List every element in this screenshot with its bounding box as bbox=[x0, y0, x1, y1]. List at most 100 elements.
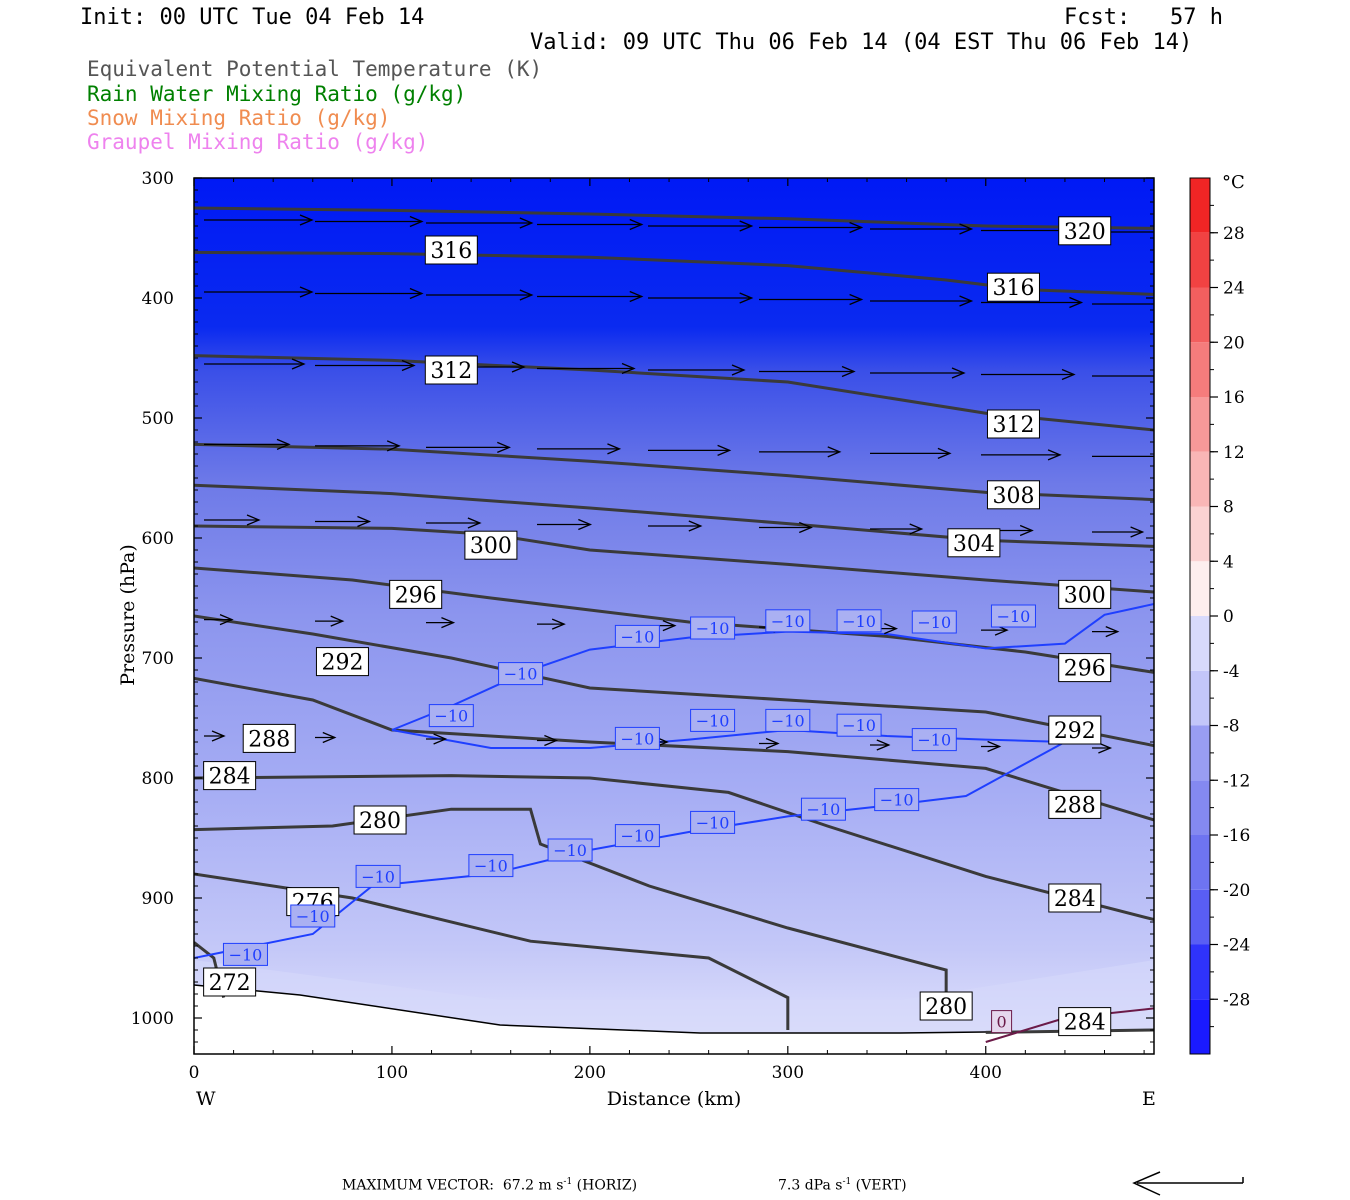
isotherm-label-text: −10 bbox=[620, 729, 654, 748]
theta-e-label-text: 284 bbox=[1064, 1011, 1106, 1036]
y-tick-label: 600 bbox=[142, 529, 174, 549]
wind-vector bbox=[981, 449, 1062, 461]
wind-vector-head bbox=[688, 520, 703, 532]
isotherm-label-text: −10 bbox=[620, 827, 654, 846]
theta-e-label-box bbox=[1058, 579, 1112, 609]
theta-e-label-box bbox=[986, 480, 1040, 510]
y-tick-label: 800 bbox=[142, 769, 174, 789]
theta-e-contour-284 bbox=[194, 774, 1154, 922]
isotherm-label-text: −10 bbox=[842, 612, 876, 631]
isotherm-label: −10 bbox=[690, 616, 736, 640]
wind-vector bbox=[204, 514, 261, 526]
wind-vector-head bbox=[959, 295, 974, 307]
wind-vector bbox=[204, 613, 234, 626]
colorbar-band bbox=[1190, 178, 1210, 233]
wind-vector bbox=[648, 220, 754, 232]
isotherm-label: −10 bbox=[800, 797, 846, 821]
wind-vector bbox=[537, 362, 636, 375]
wind-vector bbox=[648, 292, 754, 304]
wind-vector-head bbox=[441, 616, 456, 629]
isotherm-zero-label-box bbox=[991, 1010, 1013, 1034]
wind-vector bbox=[537, 218, 644, 231]
wind-vector bbox=[315, 440, 401, 452]
wind-vector-head bbox=[662, 619, 677, 632]
terrain bbox=[194, 985, 1154, 1054]
wind-vector bbox=[981, 740, 1002, 753]
valid-time: Valid: 09 UTC Thu 06 Feb 14 (04 EST Thu … bbox=[530, 30, 1193, 55]
y-axis-label: Pressure (hPa) bbox=[117, 544, 139, 686]
y-tick-label: 1000 bbox=[131, 1009, 174, 1029]
x-tick-label: 300 bbox=[772, 1063, 804, 1083]
legend-rain: Rain Water Mixing Ratio (g/kg) bbox=[87, 82, 467, 106]
theta-e-label-box bbox=[1048, 883, 1102, 913]
theta-e-label-box bbox=[464, 530, 518, 560]
wind-vector bbox=[870, 739, 891, 751]
colorbar-tick-label: -28 bbox=[1223, 990, 1250, 1010]
wind-vector-head bbox=[291, 358, 306, 370]
wind-vector-head bbox=[884, 622, 899, 635]
wind-vector bbox=[426, 733, 448, 745]
theta-e-label-box bbox=[1048, 789, 1102, 819]
colorbar-tick-label: 0 bbox=[1223, 607, 1234, 627]
colorbar-band bbox=[1190, 397, 1210, 452]
wind-vector bbox=[537, 618, 566, 630]
isotherm-label-text: −10 bbox=[696, 619, 730, 638]
wind-vector bbox=[315, 359, 416, 372]
theta-e-label-box bbox=[1058, 1007, 1112, 1037]
isotherm-label-box bbox=[355, 864, 401, 888]
colorbar-tick-label: 16 bbox=[1223, 388, 1245, 408]
wind-vector-head bbox=[1158, 451, 1170, 461]
theta-e-label-text: 272 bbox=[209, 971, 251, 996]
direction-east: E bbox=[1142, 1088, 1156, 1110]
isotherm-label-text: −10 bbox=[771, 711, 805, 730]
isotherm-label-box bbox=[614, 726, 660, 750]
isotherm-label: −10 bbox=[836, 609, 882, 633]
wind-vector-head bbox=[739, 292, 754, 304]
colorbar-band bbox=[1190, 342, 1210, 397]
isotherm-label-text: −10 bbox=[771, 612, 805, 631]
terrain-outline bbox=[194, 984, 1154, 1034]
wind-vector bbox=[204, 214, 314, 226]
wind-vector bbox=[1092, 742, 1113, 754]
plot-area bbox=[194, 178, 1170, 1054]
max-vector-horiz: MAXIMUM VECTOR: 67.2 m s-1 (HORIZ) bbox=[342, 1177, 638, 1194]
isotherm-label: −10 bbox=[765, 609, 811, 633]
wind-vector bbox=[981, 368, 1076, 381]
isotherm-label: −10 bbox=[911, 728, 957, 752]
colorbar-band bbox=[1190, 616, 1210, 671]
wind-vector bbox=[537, 443, 622, 455]
max-vector-vert: 7.3 dPa s-1 (VERT) bbox=[778, 1177, 907, 1194]
theta-e-label-box bbox=[242, 723, 296, 753]
theta-e-label-box bbox=[947, 528, 1001, 558]
isotherm-label: −10 bbox=[547, 838, 593, 862]
theta-e-label-text: 296 bbox=[1064, 657, 1106, 682]
x-axis-label: Distance (km) bbox=[607, 1088, 742, 1110]
theta-e-label: 296 bbox=[1058, 653, 1112, 683]
theta-e-label-text: 300 bbox=[470, 534, 512, 559]
wind-vector-head bbox=[731, 364, 746, 376]
wind-vector-head bbox=[1069, 296, 1084, 309]
wind-vector-head bbox=[849, 221, 864, 234]
y-tick-label: 500 bbox=[142, 409, 174, 429]
theta-e-label: 320 bbox=[1058, 216, 1112, 246]
theta-e-label-box bbox=[315, 647, 369, 677]
theta-e-label-text: 316 bbox=[430, 239, 472, 264]
theta-e-label-box bbox=[424, 355, 478, 385]
wind-vector bbox=[870, 367, 966, 379]
colorbar-band bbox=[1190, 506, 1210, 562]
theta-e-label: 296 bbox=[389, 579, 443, 609]
theta-e-contour-304 bbox=[194, 483, 1154, 548]
theta-e-label: 284 bbox=[203, 761, 257, 791]
isotherm-label-text: −10 bbox=[504, 665, 538, 684]
theta-e-label-text: 284 bbox=[1054, 887, 1096, 912]
theta-e-label: 292 bbox=[1048, 715, 1102, 745]
wind-vector bbox=[1092, 625, 1120, 638]
colorbar-tick-label: 12 bbox=[1223, 443, 1245, 463]
isotherm-label-text: −10 bbox=[474, 857, 508, 876]
wind-vector bbox=[204, 438, 291, 450]
wind-vector-head bbox=[739, 220, 754, 232]
wind-vector-head bbox=[1047, 449, 1062, 461]
isotherm-label-text: −10 bbox=[361, 867, 395, 886]
isotherm-label-text: −10 bbox=[997, 607, 1031, 626]
legend-snow: Snow Mixing Ratio (g/kg) bbox=[87, 106, 391, 130]
